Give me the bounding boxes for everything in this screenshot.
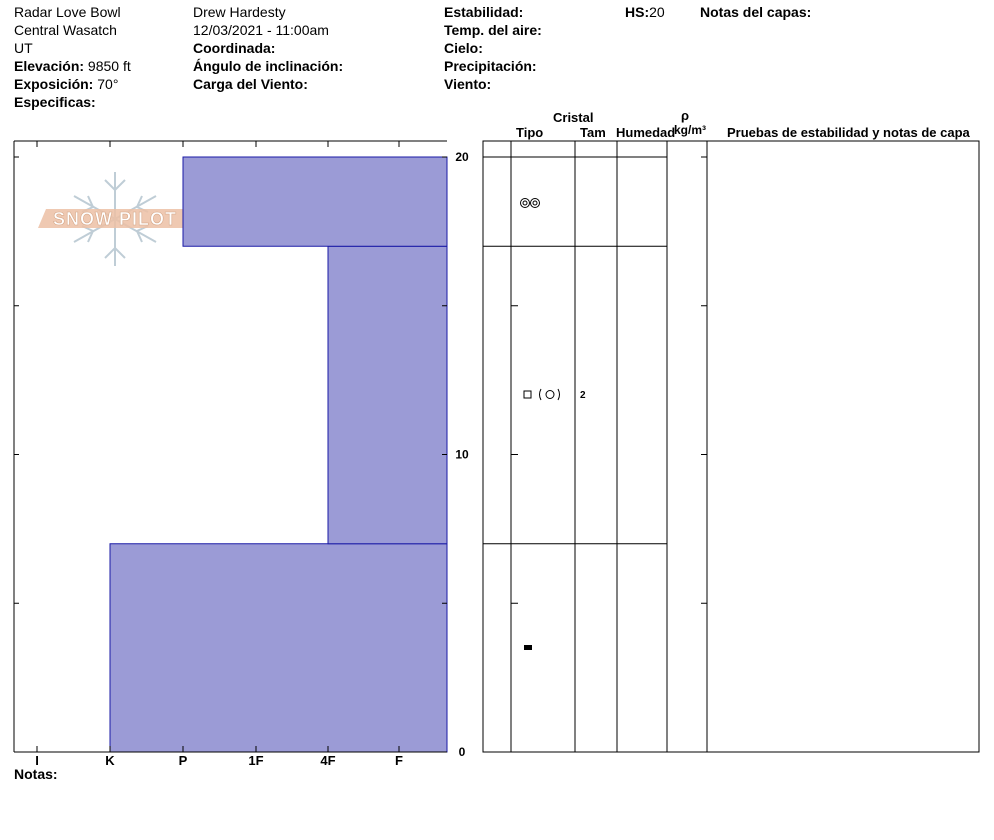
state: UT [14,40,33,56]
elevation-value: 9850 ft [87,58,131,74]
type-header: Tipo [516,125,544,140]
height-tick-label: 0 [459,745,466,759]
hardness-tick-label: P [179,753,188,768]
melt-freeze-grain-icon [524,645,532,650]
hardness-tick-label: 1F [248,753,263,768]
specifics-label: Especificas: [14,94,96,110]
precip-label: Precipitación: [444,58,537,74]
hardness-bar-0 [109,543,448,753]
crystal-header: Cristal [553,110,594,125]
stability-label: Estabilidad: [444,4,524,20]
wind-label: Viento: [444,76,492,92]
hardness-bar-2 [182,156,448,247]
wind-load-label: Carga del Viento: [193,76,308,92]
height-tick-label: 10 [455,448,469,462]
height-ticks-left: 0 10 20 [14,150,469,759]
decomposing-grain-icon [520,198,540,208]
rho-header: ρ [681,108,690,123]
observer: Drew Hardesty [193,4,286,20]
elevation-label: Elevación: [14,58,85,74]
size-header: Tam [580,125,606,140]
hardness-ticks: I K P 1F 4F F [35,141,403,768]
aspect-value: 70° [97,76,119,92]
layer-rows [483,156,667,545]
hardness-tick-label: F [395,753,403,768]
tests-header: Pruebas de estabilidad y notas de capa [727,125,970,140]
hs-label: HS: [625,4,650,20]
grain-size-label: 2 [580,390,586,401]
air-temp-label: Temp. del aire: [444,22,542,38]
hardness-tick-label: 4F [320,753,335,768]
aspect-label: Exposición: [14,76,94,92]
elevation: Elevación: 9850 ft [14,57,131,75]
hardness-tick-label: I [35,753,39,768]
layer-notes-label: Notas del capas: [700,4,812,20]
height-tick-label: 20 [455,150,469,164]
coord-label: Coordinada: [193,40,276,56]
hs-value: 20 [649,4,665,20]
slope-label: Ángulo de inclinación: [193,58,344,74]
range: Central Wasatch [14,22,117,38]
hardness-bar-1 [327,245,448,545]
notes-label: Notas: [14,766,58,782]
watermark-text: SNOW PILOT [53,209,177,229]
location: Radar Love Bowl [14,4,121,20]
moisture-header: Humedad [616,125,676,140]
hardness-tick-label: K [105,753,115,768]
watermark-band [38,209,194,228]
aspect: Exposición: 70° [14,75,118,93]
sky-label: Cielo: [444,40,483,56]
datetime: 12/03/2021 - 11:00am [193,22,329,38]
layer-grid-frame [482,140,980,753]
faceted-rounding-grain-icon [523,388,560,401]
hs: HS:20 [625,3,665,21]
hardness-layers [109,156,448,753]
density-unit-header: kg/m³ [674,123,707,137]
